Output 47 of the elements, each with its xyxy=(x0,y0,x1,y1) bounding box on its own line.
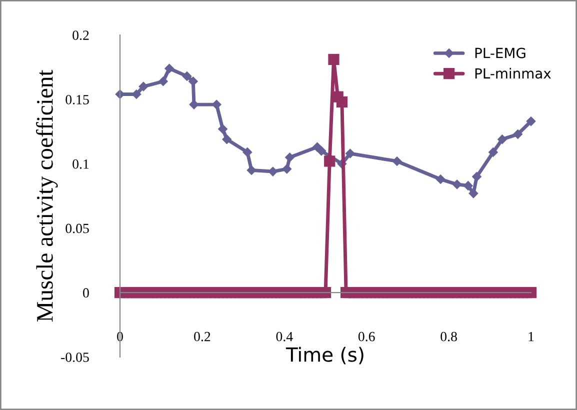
point xyxy=(525,287,537,298)
y-tick-label: 0 xyxy=(83,288,89,298)
point xyxy=(392,156,402,166)
point xyxy=(188,76,198,86)
point xyxy=(320,287,332,298)
point xyxy=(498,134,507,144)
point xyxy=(463,181,473,190)
y-tick-label: 0.2 xyxy=(72,30,89,40)
point xyxy=(472,172,482,182)
point xyxy=(324,156,336,167)
x-tick-label: 1 xyxy=(528,332,534,342)
y-tick-label: -0.05 xyxy=(61,352,89,362)
point xyxy=(246,166,256,175)
legend-label: PL-EMG xyxy=(475,48,526,58)
point xyxy=(336,96,348,108)
y-tick-label: 0.05 xyxy=(66,224,89,234)
x-tick-label: 0.8 xyxy=(440,332,457,342)
point xyxy=(268,166,278,176)
x-tick-label: 0.2 xyxy=(194,332,210,342)
point xyxy=(212,100,222,110)
point xyxy=(282,164,292,174)
point xyxy=(346,148,355,158)
point xyxy=(189,100,199,110)
x-tick-label: 0.4 xyxy=(276,332,293,342)
point xyxy=(182,72,192,81)
point xyxy=(138,82,148,92)
point xyxy=(328,54,340,66)
point xyxy=(242,148,252,157)
point xyxy=(158,76,168,86)
y-tick-label: 0.15 xyxy=(66,94,89,104)
point xyxy=(488,148,498,157)
point xyxy=(513,130,522,139)
x-tick-label: 0 xyxy=(117,332,123,342)
y-axis-title: Muscle activity coefficient xyxy=(36,70,58,322)
point xyxy=(436,174,446,184)
point xyxy=(164,64,174,74)
x-axis-title: Time (s) xyxy=(286,346,364,364)
legend-label: PL-minmax xyxy=(475,68,551,79)
point xyxy=(285,152,294,162)
point xyxy=(452,180,462,190)
y-tick-label: 0.1 xyxy=(72,159,89,169)
point xyxy=(526,116,536,126)
point xyxy=(218,124,228,134)
x-tick-label: 0.6 xyxy=(358,332,375,342)
point xyxy=(132,90,142,99)
point xyxy=(222,134,232,144)
point xyxy=(316,146,326,156)
